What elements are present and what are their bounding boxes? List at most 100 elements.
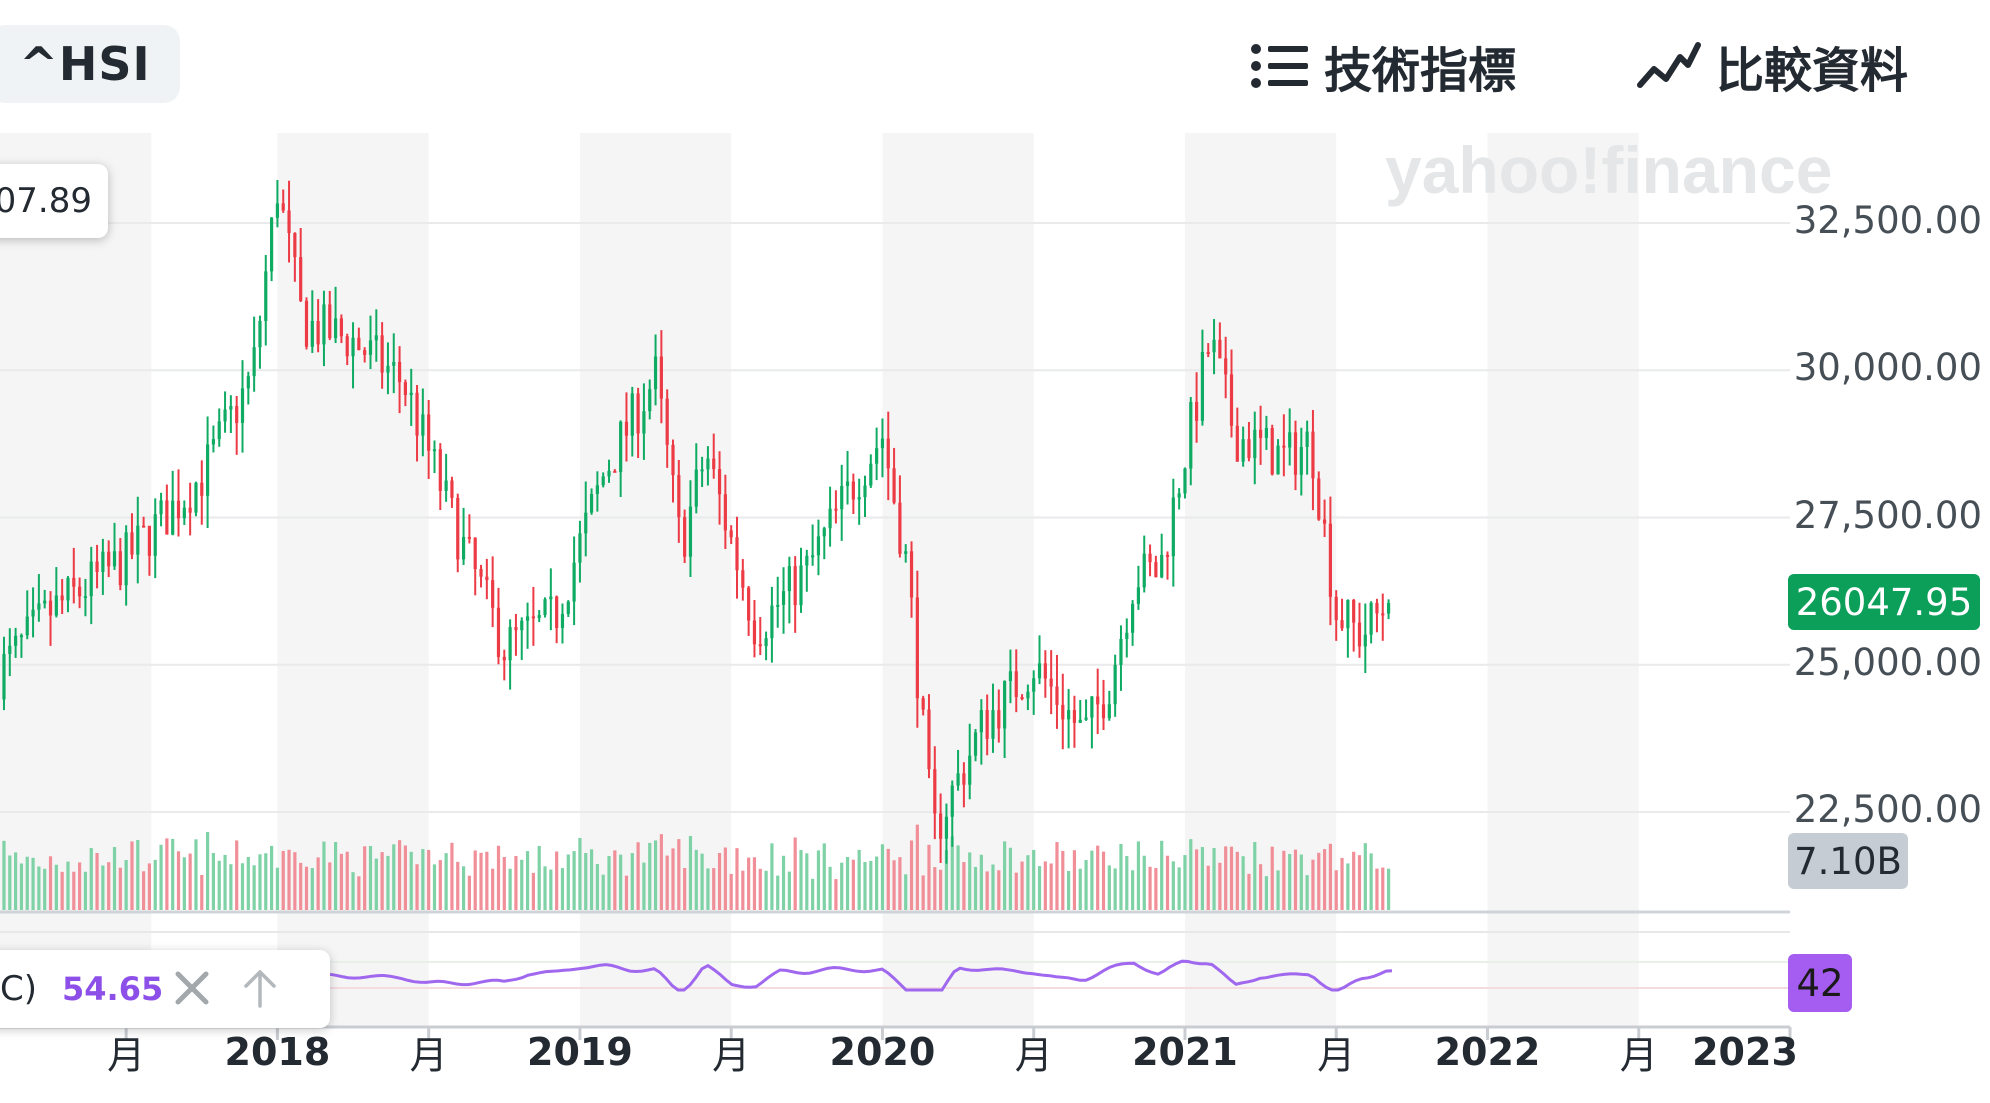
candle-body [188, 507, 192, 513]
compare-button[interactable]: 比較資料 [1636, 28, 1908, 104]
volume-bar [1247, 873, 1251, 910]
volume-bar [72, 871, 76, 910]
candle-body [764, 638, 768, 647]
volume-bar [1357, 855, 1362, 910]
candle-body [909, 551, 914, 598]
candle-body [1084, 717, 1088, 720]
candle-body [78, 586, 82, 597]
candle-body [1043, 663, 1047, 679]
volume-bar [909, 840, 914, 910]
x-year-label: 2019 [527, 1030, 633, 1074]
volume-bar [1386, 868, 1391, 910]
volume-bar [357, 876, 361, 910]
candle-body [613, 470, 617, 473]
volume-bar [14, 852, 18, 910]
volume-bar [1008, 847, 1013, 910]
ticker-label: ^HSI [19, 37, 151, 91]
candle-body [584, 512, 588, 534]
candle-body [89, 561, 93, 597]
volume-bar [776, 875, 780, 910]
candle-body [572, 562, 576, 602]
crosshair-price-label: 07.89 [0, 164, 108, 238]
candle-body [450, 480, 454, 498]
close-icon[interactable] [170, 964, 214, 1012]
candle-body [828, 508, 832, 529]
candle-body [1363, 634, 1367, 647]
volume-bar [747, 857, 751, 910]
candle-body [147, 525, 152, 556]
indicators-button[interactable]: 技術指標 [1250, 28, 1516, 104]
volume-bar [1061, 850, 1065, 910]
candle-body [1305, 431, 1309, 447]
candle-body [822, 528, 826, 537]
volume-bar [60, 871, 64, 910]
volume-bar [287, 849, 291, 910]
volume-bar [560, 868, 565, 910]
candle-body [1136, 587, 1141, 604]
volume-bar [1154, 868, 1158, 910]
volume-bar [921, 875, 925, 910]
candle-body [601, 476, 605, 486]
candle-body [1340, 620, 1344, 629]
volume-bar [799, 850, 803, 910]
candle-body [171, 500, 175, 535]
candle-body [130, 532, 134, 555]
volume-bar [950, 836, 954, 910]
candle-body [223, 409, 227, 422]
volume-bar [915, 824, 919, 910]
candle-body [1160, 554, 1164, 578]
candle-body [37, 603, 41, 610]
volume-bar [1136, 841, 1141, 910]
volume-bar [153, 859, 157, 910]
volume-bar [124, 860, 128, 910]
volume-bar [188, 853, 192, 910]
volume-bar [671, 848, 675, 910]
candle-body [525, 616, 530, 621]
candle-body [1311, 431, 1315, 479]
volume-bar [1096, 845, 1100, 910]
volume-bar [845, 856, 850, 910]
volume-bar [211, 853, 216, 910]
candle-body [427, 414, 431, 451]
volume-bar [1003, 841, 1007, 910]
volume-bar [1026, 855, 1030, 910]
candle-body [299, 257, 303, 301]
volume-bar [1119, 843, 1123, 910]
volume-bar [1020, 861, 1024, 910]
candle-body [502, 656, 506, 661]
candle-body [316, 320, 320, 345]
candle-body [200, 482, 204, 496]
volume-bar [1311, 859, 1315, 910]
volume-bar [752, 857, 757, 910]
volume-bar [892, 860, 896, 910]
candle-body [205, 444, 210, 496]
volume-bar [572, 851, 576, 910]
arrow-up-icon[interactable] [238, 964, 282, 1012]
candle-body [589, 493, 594, 513]
volume-bar [1375, 868, 1379, 910]
candle-body [648, 389, 652, 412]
candle-body [60, 595, 64, 601]
volume-bar [1183, 855, 1187, 910]
volume-bar [444, 853, 448, 910]
candle-body [595, 485, 599, 494]
candle-body [869, 463, 873, 486]
ticker-chip[interactable]: ^HSI [0, 25, 180, 103]
volume-bar [293, 852, 297, 910]
trend-line-icon [1636, 39, 1702, 93]
volume-bar [502, 857, 506, 910]
volume-bar [66, 861, 70, 910]
candle-body [1165, 554, 1170, 557]
candle-body [985, 710, 989, 739]
volume-bar [1200, 847, 1205, 910]
volume-bar [944, 850, 949, 910]
candle-body [118, 551, 122, 586]
volume-bar [578, 837, 582, 910]
indicator-tag: 42 [1788, 954, 1852, 1012]
candle-body [671, 444, 675, 476]
candle-body [898, 502, 902, 554]
indicator-name-tail: C) [0, 969, 38, 1009]
candle-body [758, 644, 762, 647]
candle-body [1357, 622, 1362, 647]
